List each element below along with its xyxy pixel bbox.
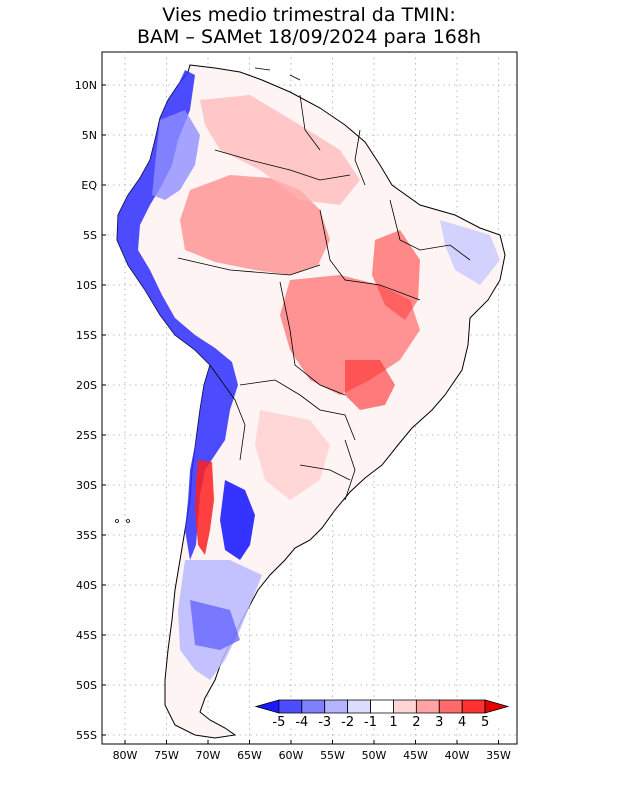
lat-tick-label: 15S [76,329,97,342]
colorbar-label: -4 [295,715,308,730]
colorbar-cells [254,699,510,714]
lat-tick-label: 5N [82,129,97,142]
lon-tick-label: 35W [486,749,511,762]
lat-tick-label: 55S [76,729,97,742]
colorbar-cell [278,699,303,714]
lat-tick-label: 25S [76,429,97,442]
lat-tick-label: 30S [76,479,97,492]
colorbar-label: 1 [389,715,397,730]
lon-tick-label: 75W [154,749,179,762]
lon-tick-label: 60W [279,749,304,762]
map-title-line-1: Vies medio trimestral da TMIN: [162,4,456,26]
lat-tick-label: 20S [76,379,97,392]
patagonia-blue-region [190,600,240,650]
east-brazil-positive-bias-region [372,230,420,320]
lat-tick-label: EQ [81,179,97,192]
south-brazil-pink-region [255,410,330,500]
colorbar-cell [461,699,486,714]
northern-positive-bias-region [200,95,360,205]
lon-tick-label: 45W [403,749,428,762]
country-borders [177,94,471,501]
colorbar-label: -1 [364,715,377,730]
colorbar-label: -5 [272,715,285,730]
amazon-positive-bias-region [180,175,330,275]
colorbar-cell [324,699,349,714]
colorbar-cell [393,699,417,714]
lon-tick-label: 55W [320,749,345,762]
colorbar-label: -2 [341,715,354,730]
colorbar-cell [415,699,440,714]
islands [115,67,301,523]
colorbar-legend: -5 -4 -3 -2 -1 1 2 3 4 5 [252,697,510,730]
southeast-brazil-positive-bias-region [345,360,395,410]
northwest-light-blue-region [152,110,200,200]
colorbar-cell [370,699,394,714]
lat-tick-label: 50S [76,679,97,692]
chile-positive-bias-strip [195,460,214,555]
colorbar-cell [484,699,510,714]
graticule-grid [102,52,517,744]
longitude-tick-labels: 80W 75W 70W 65W 60W 55W 50W 45W 40W 35W [113,749,511,762]
northeast-light-blue-region [440,220,500,285]
colorbar-label: 4 [458,715,466,730]
latitude-tick-labels: 10N 5N EQ 5S 10S 15S 20S 25S 30S 35S 40S 45S 50S 55S [75,79,98,742]
colorbar-label: -3 [318,715,331,730]
lat-tick-label: 10N [75,79,97,92]
colorbar-label: 3 [435,715,443,730]
lat-tick-label: 10S [76,279,97,292]
lat-tick-label: 45S [76,629,97,642]
lat-tick-label: 40S [76,579,97,592]
continent-layer [116,64,506,739]
colorbar-label: 5 [481,715,489,730]
colorbar-labels: -5 -4 -3 -2 -1 1 2 3 4 5 [272,715,489,730]
colorbar-cell [301,699,326,714]
colorbar-cell [438,699,463,714]
lon-tick-label: 65W [237,749,262,762]
colorbar-cell [347,699,371,714]
lon-tick-label: 50W [362,749,387,762]
lat-tick-label: 5S [83,229,97,242]
lat-tick-label: 35S [76,529,97,542]
central-argentina-blue-region [220,480,255,560]
map-title-line-2: BAM – SAMet 18/09/2024 para 168h [136,26,482,48]
colorbar-label: 2 [412,715,420,730]
andes-negative-bias-region [117,70,238,560]
lon-tick-label: 40W [445,749,470,762]
lon-tick-label: 70W [196,749,221,762]
lon-tick-label: 80W [113,749,138,762]
